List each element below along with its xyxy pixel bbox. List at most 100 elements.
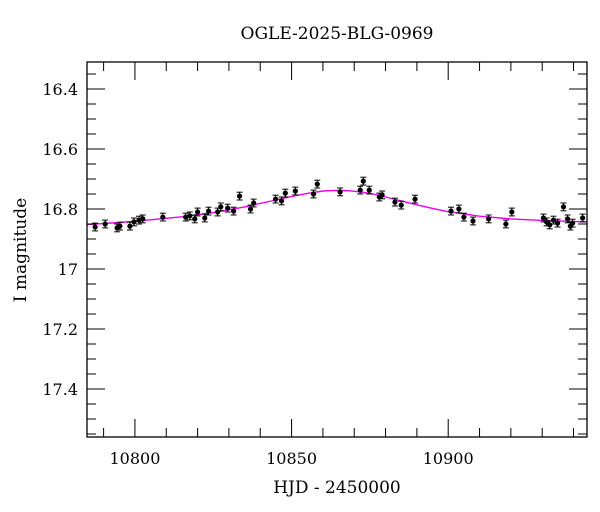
data-point bbox=[554, 218, 561, 228]
data-point bbox=[130, 217, 137, 227]
point-marker bbox=[160, 214, 166, 220]
data-point bbox=[139, 214, 146, 224]
point-marker bbox=[192, 216, 198, 222]
data-point bbox=[236, 191, 243, 201]
point-marker bbox=[360, 178, 366, 184]
data-point bbox=[126, 221, 133, 231]
point-marker bbox=[131, 219, 137, 225]
data-point bbox=[224, 203, 231, 213]
point-marker bbox=[292, 188, 298, 194]
data-point bbox=[560, 202, 567, 212]
data-point bbox=[469, 216, 476, 226]
data-point bbox=[282, 188, 289, 198]
point-marker bbox=[314, 181, 320, 187]
point-marker bbox=[547, 222, 553, 228]
x-axis-label: HJD - 2450000 bbox=[273, 478, 401, 498]
data-point bbox=[102, 219, 109, 229]
chart-title: OGLE-2025-BLG-0969 bbox=[241, 24, 434, 44]
point-marker bbox=[272, 196, 279, 202]
point-marker bbox=[366, 187, 372, 193]
point-marker bbox=[278, 198, 285, 204]
data-point bbox=[569, 218, 576, 228]
point-marker bbox=[486, 216, 492, 222]
point-marker bbox=[412, 196, 418, 202]
point-marker bbox=[379, 192, 385, 198]
point-marker bbox=[218, 204, 224, 210]
point-marker bbox=[580, 215, 586, 221]
data-point bbox=[314, 179, 321, 189]
point-marker bbox=[215, 209, 221, 215]
x-tick-label: 10850 bbox=[266, 449, 317, 468]
y-axis-label: I magnitude bbox=[11, 198, 31, 302]
y-tick-label: 16.6 bbox=[42, 140, 78, 159]
point-marker bbox=[448, 208, 454, 214]
data-point bbox=[508, 207, 515, 217]
data-point bbox=[337, 187, 344, 197]
point-marker bbox=[560, 204, 567, 210]
point-marker bbox=[117, 223, 123, 229]
data-point bbox=[502, 219, 509, 229]
point-marker bbox=[540, 215, 547, 221]
point-marker bbox=[461, 214, 467, 220]
point-marker bbox=[337, 189, 343, 195]
data-point bbox=[357, 185, 364, 195]
y-tick-label: 16.8 bbox=[42, 200, 78, 219]
point-marker bbox=[205, 208, 212, 214]
y-axis-ticks bbox=[87, 73, 587, 435]
data-point bbox=[201, 213, 208, 223]
point-marker bbox=[398, 202, 404, 208]
point-marker bbox=[187, 213, 193, 219]
point-marker bbox=[231, 208, 237, 214]
data-point bbox=[564, 214, 571, 224]
data-point bbox=[460, 212, 467, 222]
point-marker bbox=[92, 224, 98, 230]
point-marker bbox=[282, 190, 288, 196]
y-tick-label: 17.4 bbox=[42, 380, 78, 399]
data-point bbox=[398, 200, 405, 210]
point-marker bbox=[140, 216, 146, 222]
data-point bbox=[292, 186, 299, 196]
data-point bbox=[217, 202, 224, 212]
point-marker bbox=[503, 221, 509, 227]
data-point bbox=[366, 185, 373, 195]
data-point bbox=[412, 194, 419, 204]
data-point bbox=[182, 212, 189, 222]
point-marker bbox=[236, 193, 243, 199]
point-marker bbox=[470, 218, 476, 224]
point-marker bbox=[251, 200, 257, 206]
data-point bbox=[455, 204, 462, 214]
data-point bbox=[194, 207, 201, 217]
point-marker bbox=[127, 223, 133, 229]
data-point bbox=[360, 176, 367, 186]
y-tick-label: 17 bbox=[58, 260, 78, 279]
x-axis-ticks bbox=[103, 62, 575, 437]
point-marker bbox=[509, 209, 515, 215]
x-tick-label: 10800 bbox=[109, 449, 160, 468]
point-marker bbox=[202, 215, 208, 221]
data-point bbox=[159, 212, 166, 222]
data-point bbox=[230, 206, 237, 216]
point-marker bbox=[310, 191, 317, 197]
point-marker bbox=[102, 221, 108, 227]
data-point bbox=[205, 206, 212, 216]
data-points bbox=[92, 176, 586, 233]
point-marker bbox=[392, 199, 398, 205]
point-marker bbox=[357, 187, 363, 193]
data-point bbox=[379, 190, 386, 200]
y-tick-label: 17.2 bbox=[42, 320, 78, 339]
data-point bbox=[116, 221, 123, 231]
point-marker bbox=[247, 206, 254, 212]
data-point bbox=[247, 204, 254, 214]
x-axis-tick-labels: 10800 10850 10900 bbox=[109, 449, 473, 468]
point-marker bbox=[456, 206, 462, 212]
data-point bbox=[448, 206, 455, 216]
point-marker bbox=[183, 214, 189, 220]
y-tick-label: 16.4 bbox=[42, 80, 78, 99]
data-point bbox=[310, 189, 317, 199]
data-point bbox=[186, 211, 193, 221]
point-marker bbox=[564, 216, 571, 222]
plot-frame bbox=[86, 61, 588, 438]
point-marker bbox=[554, 220, 561, 226]
point-marker bbox=[225, 205, 231, 211]
